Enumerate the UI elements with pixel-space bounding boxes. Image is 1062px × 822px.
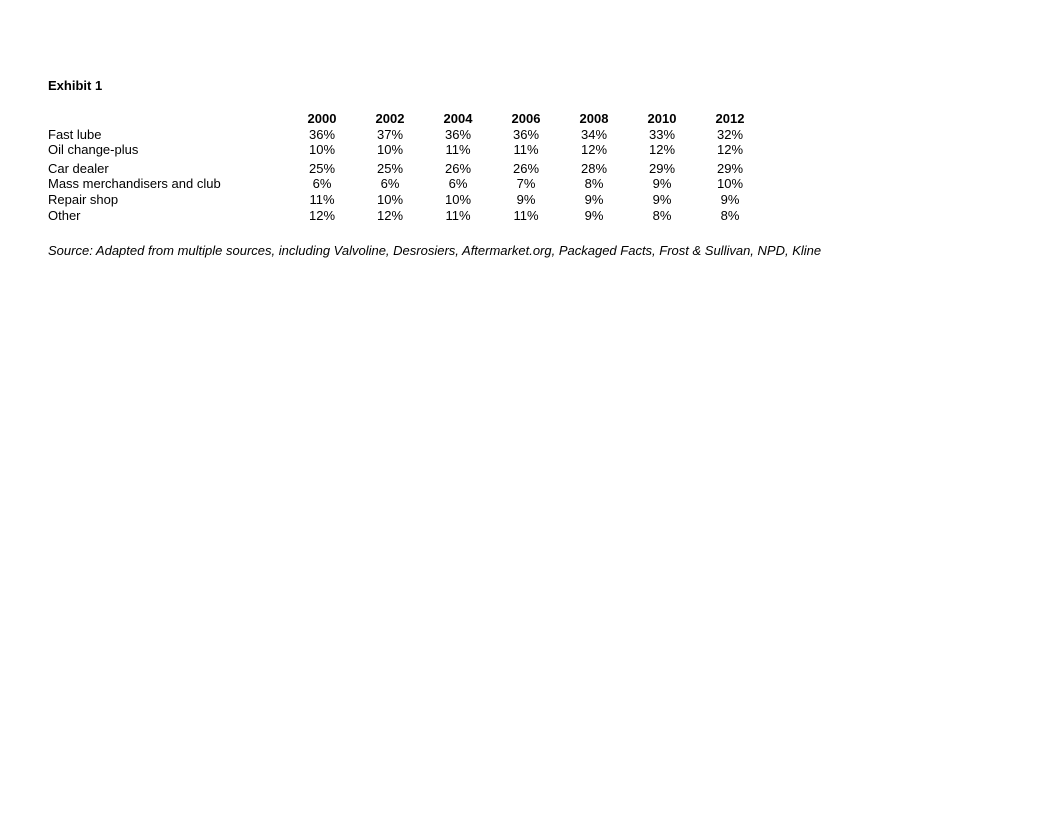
cell: 12% bbox=[560, 142, 628, 158]
cell: 12% bbox=[628, 142, 696, 158]
col-header: 2012 bbox=[696, 111, 764, 127]
cell: 36% bbox=[424, 127, 492, 143]
cell: 36% bbox=[492, 127, 560, 143]
row-label: Repair shop bbox=[48, 192, 288, 208]
cell: 25% bbox=[356, 161, 424, 177]
row-label: Oil change-plus bbox=[48, 142, 288, 158]
cell: 28% bbox=[560, 161, 628, 177]
data-table: 2000 2002 2004 2006 2008 2010 2012 Fast … bbox=[48, 111, 764, 223]
cell: 8% bbox=[696, 208, 764, 224]
cell: 8% bbox=[560, 176, 628, 192]
table-body: Fast lube 36% 37% 36% 36% 34% 33% 32% Oi… bbox=[48, 127, 764, 224]
cell: 10% bbox=[424, 192, 492, 208]
cell: 10% bbox=[356, 192, 424, 208]
cell: 29% bbox=[628, 161, 696, 177]
cell: 10% bbox=[288, 142, 356, 158]
cell: 12% bbox=[356, 208, 424, 224]
cell: 11% bbox=[492, 142, 560, 158]
cell: 11% bbox=[492, 208, 560, 224]
row-label: Fast lube bbox=[48, 127, 288, 143]
cell: 36% bbox=[288, 127, 356, 143]
cell: 29% bbox=[696, 161, 764, 177]
row-label: Mass merchandisers and club bbox=[48, 176, 288, 192]
col-header: 2006 bbox=[492, 111, 560, 127]
col-header: 2008 bbox=[560, 111, 628, 127]
cell: 26% bbox=[492, 161, 560, 177]
col-header: 2002 bbox=[356, 111, 424, 127]
source-note: Source: Adapted from multiple sources, i… bbox=[48, 243, 1062, 258]
cell: 12% bbox=[696, 142, 764, 158]
exhibit-title: Exhibit 1 bbox=[48, 78, 1062, 93]
header-blank bbox=[48, 111, 288, 127]
cell: 32% bbox=[696, 127, 764, 143]
table-row: Car dealer 25% 25% 26% 26% 28% 29% 29% bbox=[48, 161, 764, 177]
table-row: Oil change-plus 10% 10% 11% 11% 12% 12% … bbox=[48, 142, 764, 158]
row-label: Other bbox=[48, 208, 288, 224]
cell: 12% bbox=[288, 208, 356, 224]
cell: 9% bbox=[560, 192, 628, 208]
exhibit-container: Exhibit 1 2000 2002 2004 2006 2008 2010 … bbox=[0, 0, 1062, 258]
col-header: 2000 bbox=[288, 111, 356, 127]
col-header: 2004 bbox=[424, 111, 492, 127]
cell: 25% bbox=[288, 161, 356, 177]
cell: 11% bbox=[288, 192, 356, 208]
cell: 6% bbox=[424, 176, 492, 192]
cell: 6% bbox=[356, 176, 424, 192]
table-row: Other 12% 12% 11% 11% 9% 8% 8% bbox=[48, 208, 764, 224]
cell: 10% bbox=[356, 142, 424, 158]
table-header-row: 2000 2002 2004 2006 2008 2010 2012 bbox=[48, 111, 764, 127]
cell: 34% bbox=[560, 127, 628, 143]
cell: 11% bbox=[424, 208, 492, 224]
cell: 9% bbox=[696, 192, 764, 208]
cell: 26% bbox=[424, 161, 492, 177]
cell: 9% bbox=[560, 208, 628, 224]
cell: 11% bbox=[424, 142, 492, 158]
table-row: Mass merchandisers and club 6% 6% 6% 7% … bbox=[48, 176, 764, 192]
table-row: Fast lube 36% 37% 36% 36% 34% 33% 32% bbox=[48, 127, 764, 143]
cell: 9% bbox=[492, 192, 560, 208]
cell: 9% bbox=[628, 176, 696, 192]
table-row: Repair shop 11% 10% 10% 9% 9% 9% 9% bbox=[48, 192, 764, 208]
col-header: 2010 bbox=[628, 111, 696, 127]
cell: 8% bbox=[628, 208, 696, 224]
row-label: Car dealer bbox=[48, 161, 288, 177]
cell: 6% bbox=[288, 176, 356, 192]
cell: 7% bbox=[492, 176, 560, 192]
cell: 33% bbox=[628, 127, 696, 143]
cell: 10% bbox=[696, 176, 764, 192]
cell: 9% bbox=[628, 192, 696, 208]
cell: 37% bbox=[356, 127, 424, 143]
